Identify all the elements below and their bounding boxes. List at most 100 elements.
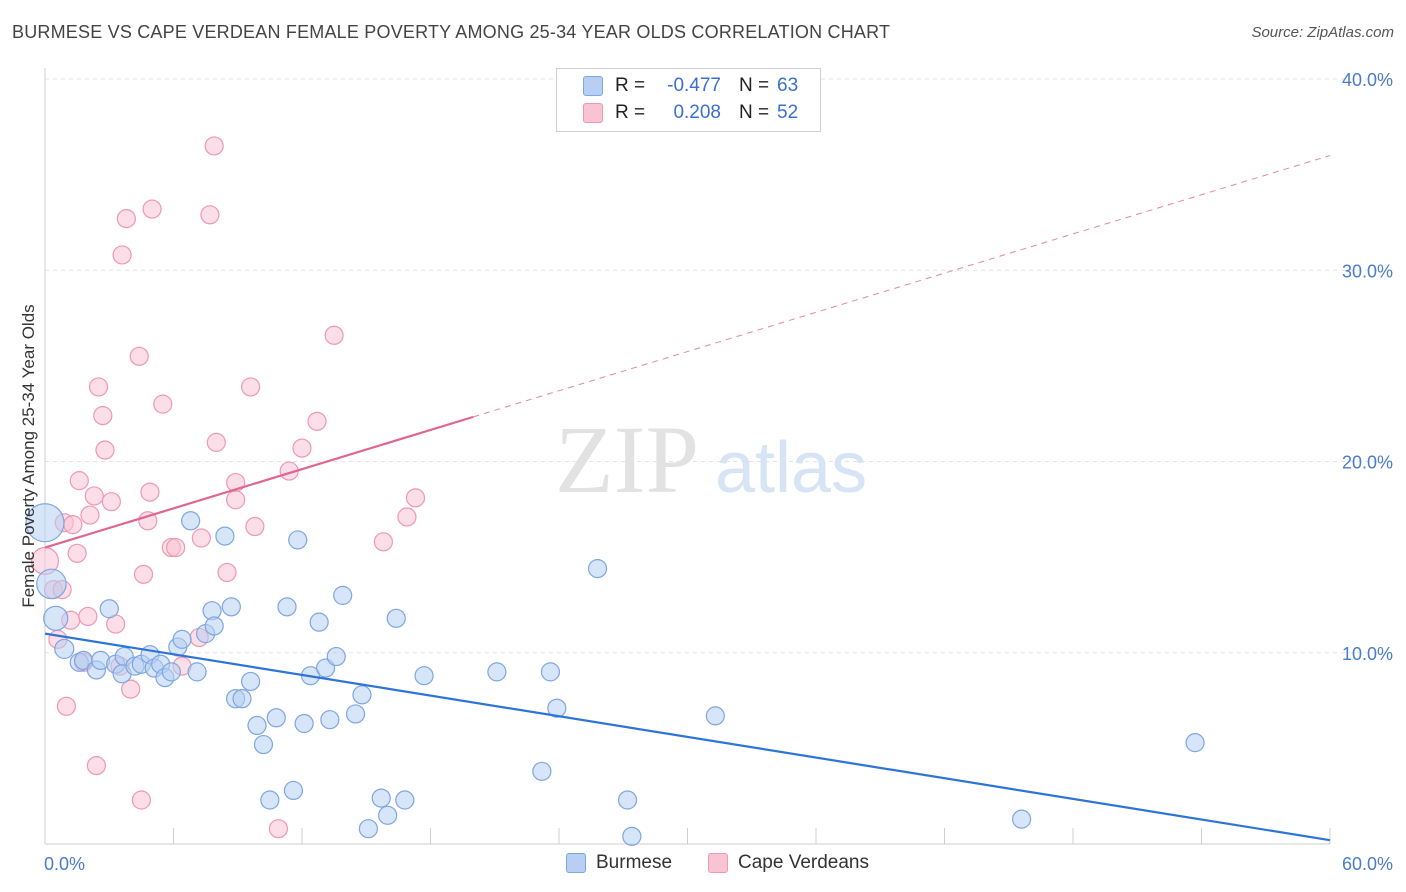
burmese-point	[260, 790, 280, 810]
y-tick-label: 20.0%	[1342, 453, 1393, 473]
burmese-point	[326, 646, 346, 667]
cape-verdean-point	[116, 209, 136, 229]
cape-verdean-point	[56, 696, 77, 716]
cape-verdean-point	[84, 486, 104, 506]
burmese-point	[487, 662, 507, 682]
burmese-point	[54, 638, 75, 660]
series-legend-cape[interactable]: Cape Verdeans	[708, 852, 869, 874]
cape-verdean-point	[142, 199, 162, 219]
burmese-point	[277, 597, 297, 617]
correlation-legend: R = -0.477 N = 63 R = 0.208 N = 52	[556, 68, 821, 132]
burmese-point	[532, 761, 552, 781]
cape-verdean-point	[397, 507, 417, 527]
burmese-point	[395, 790, 415, 810]
burmese-point	[358, 819, 378, 839]
grid-lines	[45, 78, 1392, 654]
data-points	[25, 136, 1205, 846]
cape-verdean-point	[373, 532, 393, 552]
burmese-point	[215, 526, 235, 546]
burmese-point	[253, 734, 274, 755]
y-axis-label: Female Poverty Among 25-34 Year Olds	[19, 304, 38, 607]
cape-verdean-point	[131, 790, 151, 810]
cape-verdean-point	[204, 136, 224, 156]
cape-verdean-point	[245, 516, 265, 537]
cape-verdean-point	[101, 492, 121, 512]
burmese-point	[232, 689, 252, 709]
y-tick-label: 40.0%	[1342, 70, 1393, 90]
legend-r-value: -0.477	[667, 75, 721, 96]
chart-source: Source: ZipAtlas.com	[1251, 24, 1394, 41]
burmese-point	[333, 585, 353, 605]
legend-row-cape: R = 0.208 N = 52	[583, 100, 798, 126]
cape-verdean-point	[88, 377, 109, 397]
burmese-point	[371, 788, 391, 808]
legend-n-label: N =	[739, 102, 770, 123]
cape-verdean-point	[95, 440, 115, 460]
legend-r-label: R =	[615, 75, 646, 96]
burmese-point	[221, 597, 241, 617]
x-tick-label: 60.0%	[1342, 854, 1393, 874]
burmese-point	[161, 662, 181, 682]
cape-verdean-point	[191, 528, 211, 548]
burmese-point	[172, 629, 192, 649]
cape-verdean-trend-extension	[473, 155, 1331, 418]
burmese-point	[309, 612, 329, 632]
legend-r-value: 0.208	[673, 102, 721, 123]
cape-verdean-point	[292, 438, 312, 458]
cape-verdean-point	[80, 505, 100, 525]
x-tick-label: 0.0%	[44, 854, 85, 874]
legend-n-value: 52	[777, 102, 799, 123]
watermark-atlas: atlas	[715, 428, 867, 508]
burmese-point	[378, 805, 398, 825]
series-legend: Burmese Cape Verdeans	[0, 852, 1406, 878]
series-swatch-burmese	[566, 853, 586, 873]
legend-n-label: N =	[739, 75, 770, 96]
cape-verdean-point	[226, 490, 246, 510]
burmese-point	[241, 671, 261, 692]
series-legend-burmese[interactable]: Burmese	[566, 852, 672, 874]
burmese-point	[414, 666, 434, 686]
cape-verdean-point	[153, 394, 173, 414]
burmese-point	[386, 608, 406, 628]
burmese-point	[204, 616, 224, 636]
axes	[44, 68, 1331, 845]
cape-verdean-point	[63, 515, 83, 535]
cape-verdean-point	[86, 755, 107, 776]
legend-swatch-burmese	[583, 76, 603, 96]
cape-verdean-point	[121, 679, 141, 699]
burmese-point	[36, 568, 67, 600]
cape-verdean-point	[307, 411, 327, 431]
burmese-point	[247, 715, 267, 736]
burmese-point	[181, 511, 201, 531]
legend-row-burmese: R = -0.477 N = 63	[583, 73, 798, 99]
series-swatch-cape	[708, 853, 728, 873]
burmese-point	[43, 605, 69, 631]
cape-verdean-point	[69, 471, 89, 491]
cape-verdean-point	[405, 488, 426, 508]
burmese-point	[622, 826, 642, 846]
trend-lines	[44, 155, 1331, 842]
burmese-point	[320, 710, 340, 730]
cape-verdean-point	[67, 543, 87, 563]
chart-title: BURMESE VS CAPE VERDEAN FEMALE POVERTY A…	[12, 22, 891, 42]
y-tick-label: 10.0%	[1342, 644, 1393, 664]
cape-verdean-point	[241, 377, 261, 397]
burmese-point	[540, 662, 561, 682]
watermark: ZIP atlas	[555, 406, 867, 513]
burmese-point	[283, 780, 304, 801]
burmese-point	[288, 530, 308, 550]
y-tick-label: 30.0%	[1342, 261, 1393, 281]
cape-verdean-point	[324, 325, 344, 345]
cape-verdean-point	[217, 562, 237, 583]
burmese-point	[345, 704, 366, 724]
cape-verdean-point	[206, 432, 226, 452]
burmese-point	[1011, 809, 1032, 829]
burmese-point	[547, 698, 567, 718]
burmese-point	[294, 713, 314, 734]
cape-verdean-point	[140, 482, 160, 502]
burmese-point	[352, 685, 372, 705]
cape-verdean-point	[93, 406, 113, 426]
burmese-point	[187, 662, 207, 682]
burmese-point	[25, 503, 65, 543]
burmese-point	[99, 599, 119, 619]
